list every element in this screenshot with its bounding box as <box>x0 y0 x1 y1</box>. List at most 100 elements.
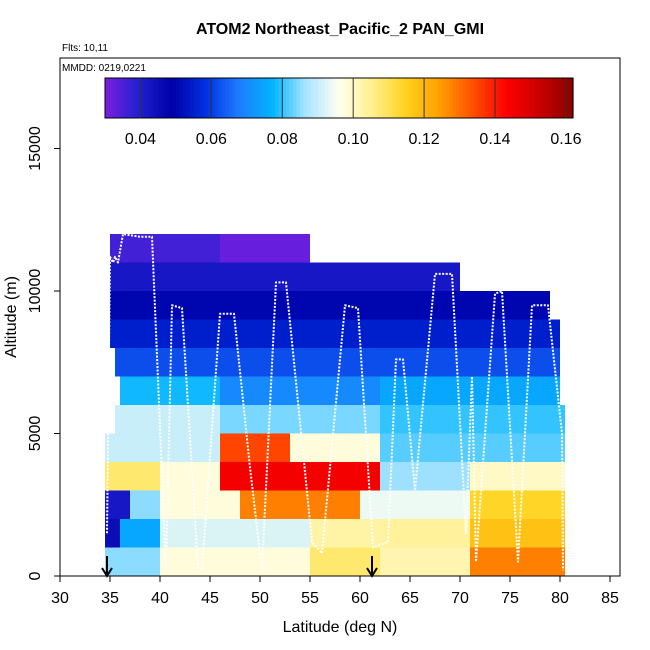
flights-note: Flts: 10,11 <box>62 43 108 54</box>
chart-title: ATOM2 Northeast_Pacific_2 PAN_GMI <box>196 21 484 38</box>
heatmap-cell <box>240 490 360 519</box>
colorbar-swatch <box>360 78 365 118</box>
heatmap-cell <box>470 462 565 491</box>
colorbar-swatch <box>463 78 468 118</box>
heatmap-cell <box>220 376 380 405</box>
flight-track <box>106 233 564 572</box>
colorbar-swatch <box>544 78 549 118</box>
heatmap-cell <box>380 519 470 548</box>
colorbar-swatch <box>392 78 397 118</box>
colorbar-swatch <box>395 78 400 118</box>
heatmap-cell <box>220 234 310 263</box>
colorbar-swatch <box>558 78 563 118</box>
colorbar-swatch <box>399 78 404 118</box>
colorbar-swatch <box>388 78 393 118</box>
colorbar-swatch <box>370 78 376 118</box>
colorbar-swatch <box>452 78 457 118</box>
colorbar-swatch <box>480 78 485 118</box>
colorbar-swatch <box>108 78 113 118</box>
colorbar-swatch <box>105 78 110 118</box>
colorbar-swatch <box>271 78 276 118</box>
colorbar-swatch <box>417 78 422 118</box>
colorbar-swatch <box>151 78 156 118</box>
y-axis: 0 5000 10000 15000 <box>27 126 60 580</box>
x-tick-label: 80 <box>551 590 569 607</box>
colorbar-swatch <box>115 78 120 118</box>
x-tick-label: 70 <box>451 590 469 607</box>
colorbar-swatch <box>168 78 173 118</box>
colorbar-swatch <box>484 78 489 118</box>
x-tick-label: 55 <box>301 590 319 607</box>
colorbar-swatch <box>374 78 379 118</box>
colorbar-swatch <box>140 78 145 118</box>
colorbar-swatch <box>534 78 539 118</box>
heatmap-cell <box>110 234 220 263</box>
colorbar-swatch <box>491 78 496 118</box>
colorbar-swatch <box>190 78 195 118</box>
colorbar-swatch <box>509 78 514 118</box>
colorbar-swatch <box>512 78 517 118</box>
heatmap-cell <box>130 490 160 519</box>
colorbar-swatch <box>406 78 411 118</box>
colorbar-swatch <box>243 78 248 118</box>
heatmap-cell <box>105 490 130 519</box>
marker-arrow-head <box>366 567 378 578</box>
colorbar-swatch <box>253 78 259 118</box>
colorbar-swatch <box>427 78 432 118</box>
colorbar-swatch <box>275 78 280 118</box>
heatmap-cell <box>105 519 120 548</box>
colorbar-swatch <box>328 78 333 118</box>
colorbar-swatch <box>324 78 329 118</box>
colorbar-swatch <box>505 78 510 118</box>
colorbar-swatch <box>367 78 372 118</box>
colorbar-ticks: 0.04 0.06 0.08 0.10 0.12 0.14 0.16 <box>125 78 582 148</box>
colorbar-swatch <box>183 78 188 118</box>
colorbar-tick-label: 0.08 <box>267 131 298 148</box>
colorbar-swatch <box>356 78 361 118</box>
colorbar-swatch <box>537 78 542 118</box>
colorbar-swatch <box>459 78 464 118</box>
colorbar-swatch <box>261 78 266 118</box>
colorbar-swatch <box>523 78 528 118</box>
colorbar-swatch <box>385 78 390 118</box>
flight-track-line <box>106 233 564 572</box>
plot-frame <box>59 57 621 577</box>
colorbar-swatch <box>200 78 205 118</box>
colorbar-swatch <box>541 78 546 118</box>
colorbar-swatch <box>154 78 159 118</box>
colorbar-swatch <box>498 78 503 118</box>
colorbar-swatch <box>335 78 340 118</box>
colorbar-swatch <box>331 78 337 118</box>
colorbar-swatch <box>413 78 418 118</box>
heatmap-cell <box>120 519 160 548</box>
colorbar-swatch <box>530 78 535 118</box>
y-tick-label: 10000 <box>27 269 44 314</box>
y-tick-label: 5000 <box>27 416 44 452</box>
colorbar-swatch <box>218 78 223 118</box>
heatmap-cell <box>290 433 380 462</box>
colorbar-tick-label: 0.12 <box>409 131 440 148</box>
colorbar-swatch <box>225 78 230 118</box>
colorbar-swatch <box>282 78 287 118</box>
colorbar-swatch <box>526 78 532 118</box>
heatmap-cell <box>115 348 560 377</box>
colorbar-tick-label: 0.06 <box>196 131 227 148</box>
heatmap-cell <box>220 433 290 462</box>
colorbar-swatch <box>204 78 209 118</box>
colorbar-swatch <box>179 78 184 118</box>
colorbar-swatch <box>519 78 524 118</box>
y-tick-label: 0 <box>27 571 44 580</box>
heatmap-cell <box>470 490 565 519</box>
heatmap-cell <box>360 490 470 519</box>
heatmap-cell <box>310 519 380 548</box>
colorbar <box>104 77 574 119</box>
colorbar-swatch <box>473 78 478 118</box>
colorbar-swatch <box>186 78 191 118</box>
colorbar-swatch <box>569 78 574 118</box>
heatmap-cell <box>470 519 565 548</box>
colorbar-swatch <box>289 78 294 118</box>
colorbar-swatch <box>438 78 443 118</box>
colorbar-swatch <box>175 78 181 118</box>
colorbar-tick-label: 0.16 <box>550 131 581 148</box>
